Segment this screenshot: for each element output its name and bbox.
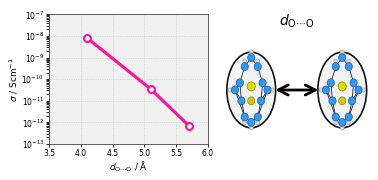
Ellipse shape bbox=[228, 54, 274, 126]
Circle shape bbox=[238, 97, 245, 105]
Circle shape bbox=[319, 88, 323, 92]
Circle shape bbox=[334, 120, 338, 125]
Circle shape bbox=[249, 50, 253, 54]
Circle shape bbox=[332, 113, 339, 121]
Circle shape bbox=[256, 59, 260, 63]
Circle shape bbox=[340, 50, 344, 54]
Circle shape bbox=[334, 59, 338, 63]
Circle shape bbox=[248, 54, 255, 62]
Circle shape bbox=[243, 59, 247, 63]
Circle shape bbox=[355, 86, 362, 94]
Circle shape bbox=[345, 63, 352, 71]
Circle shape bbox=[248, 97, 255, 105]
Circle shape bbox=[248, 118, 255, 126]
Circle shape bbox=[228, 88, 232, 92]
Ellipse shape bbox=[319, 54, 365, 126]
Circle shape bbox=[338, 82, 346, 91]
Circle shape bbox=[236, 79, 243, 87]
Circle shape bbox=[347, 59, 351, 63]
Circle shape bbox=[345, 113, 352, 121]
Circle shape bbox=[347, 120, 351, 125]
X-axis label: $d_{\mathrm{O}{\cdots}\mathrm{O}}$ / Å: $d_{\mathrm{O}{\cdots}\mathrm{O}}$ / Å bbox=[109, 159, 148, 174]
Circle shape bbox=[257, 97, 265, 105]
Circle shape bbox=[361, 88, 365, 92]
Circle shape bbox=[259, 79, 266, 87]
Circle shape bbox=[339, 54, 346, 62]
Circle shape bbox=[254, 63, 261, 71]
Circle shape bbox=[329, 97, 336, 105]
Circle shape bbox=[349, 97, 356, 105]
Circle shape bbox=[256, 120, 260, 125]
Circle shape bbox=[241, 113, 248, 121]
Text: $d_{\mathrm{O}{\cdots}\mathrm{O}}$: $d_{\mathrm{O}{\cdots}\mathrm{O}}$ bbox=[279, 13, 314, 30]
Circle shape bbox=[241, 63, 248, 71]
Circle shape bbox=[327, 79, 335, 87]
Circle shape bbox=[339, 118, 346, 126]
Circle shape bbox=[243, 120, 247, 125]
Circle shape bbox=[350, 79, 357, 87]
Circle shape bbox=[249, 126, 253, 130]
Circle shape bbox=[340, 126, 344, 130]
Circle shape bbox=[270, 88, 274, 92]
Circle shape bbox=[264, 86, 271, 94]
Circle shape bbox=[332, 63, 339, 71]
Circle shape bbox=[231, 86, 239, 94]
Circle shape bbox=[254, 113, 261, 121]
Circle shape bbox=[247, 82, 255, 91]
Circle shape bbox=[322, 86, 330, 94]
Circle shape bbox=[339, 97, 346, 105]
Y-axis label: $\sigma$ / Scm$^{-1}$: $\sigma$ / Scm$^{-1}$ bbox=[8, 57, 20, 102]
